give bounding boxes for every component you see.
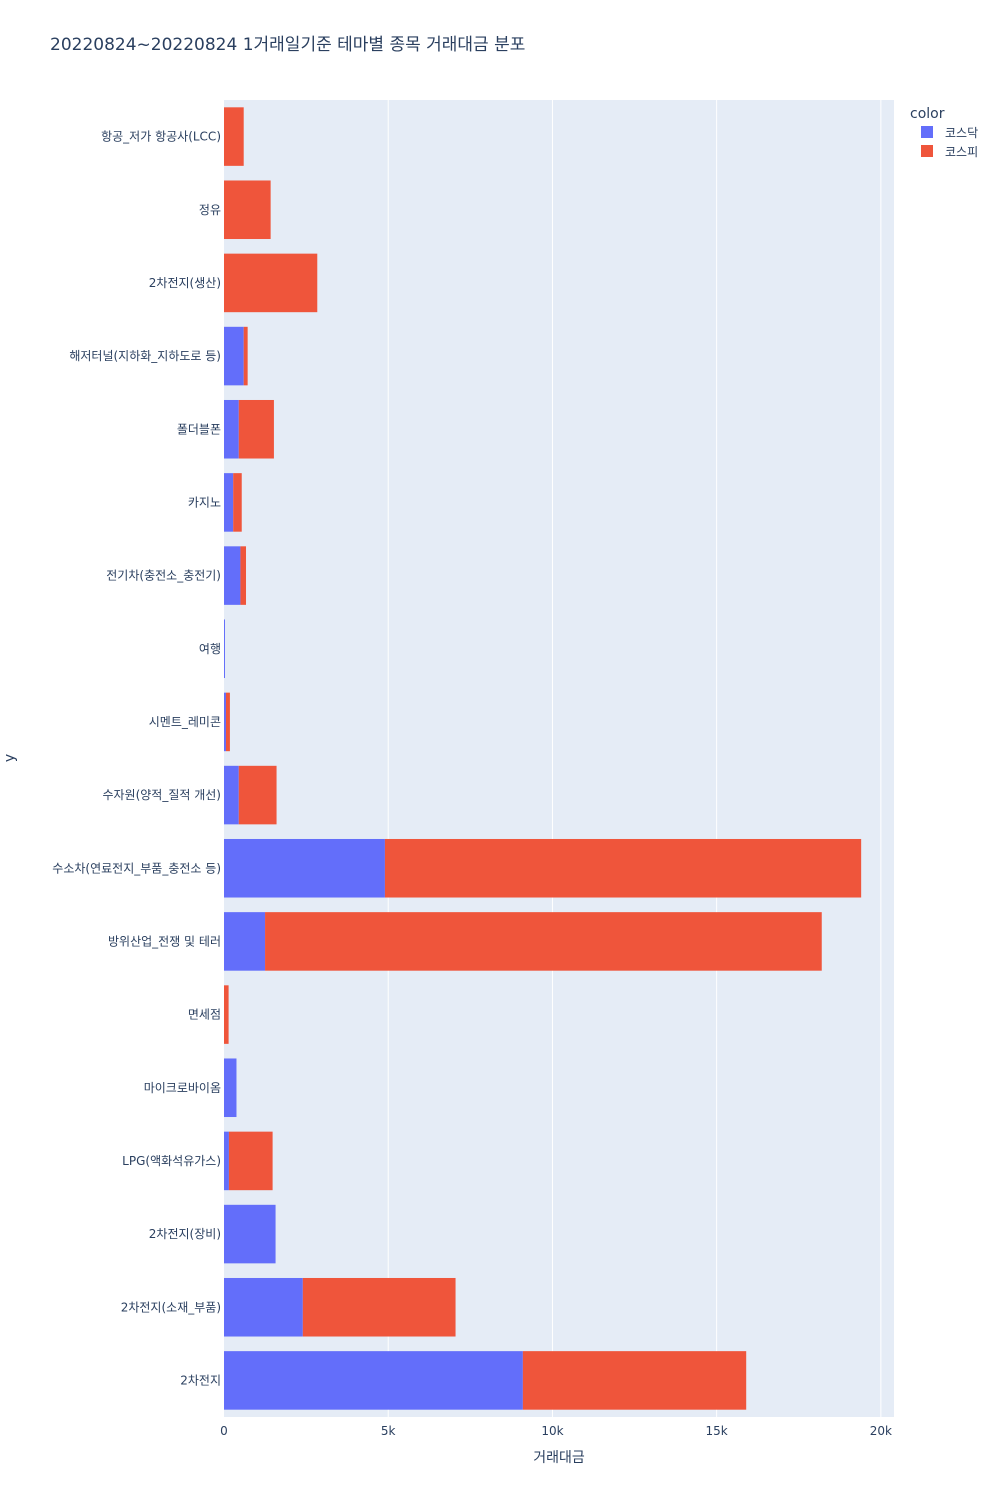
bar-kospi[interactable]	[224, 985, 229, 1044]
bar-kospi[interactable]	[302, 1277, 456, 1337]
y-tick-label: 시멘트_레미콘	[149, 715, 221, 729]
bar-kosdaq[interactable]	[224, 1351, 523, 1410]
bar-kosdaq[interactable]	[224, 1277, 303, 1337]
bar-kospi[interactable]	[228, 1131, 273, 1191]
bar-kospi[interactable]	[224, 180, 271, 240]
bar-kosdaq[interactable]	[224, 1058, 237, 1118]
y-tick-label: 2차전지(소재_부품)	[121, 1300, 221, 1314]
bars	[224, 107, 862, 1410]
y-tick-label: 수자원(양적_질적 개선)	[102, 788, 221, 802]
y-tick-label: 카지노	[188, 495, 221, 509]
y-tick-label: 전기차(충전소_충전기)	[106, 569, 221, 583]
y-tick-label: 정유	[199, 203, 221, 217]
y-tick-label: 폴더블폰	[177, 422, 221, 436]
bar-kospi[interactable]	[238, 765, 277, 825]
y-tick-label: 해저터널(지하화_지하도로 등)	[69, 349, 221, 363]
gridlines	[387, 100, 882, 1417]
bar-kospi[interactable]	[224, 253, 318, 313]
legend-title: color	[910, 106, 945, 122]
y-tick-label: 방위산업_전쟁 및 테러	[108, 934, 221, 948]
legend-swatch[interactable]	[921, 126, 933, 138]
y-tick-label: LPG(액화석유가스)	[122, 1154, 221, 1168]
chart-title: 20220824~20220824 1거래일기준 테마별 종목 거래대금 분포	[50, 35, 525, 55]
bar-kospi[interactable]	[224, 107, 244, 166]
bar-kospi[interactable]	[225, 692, 230, 752]
x-tick-labels: 0 5k 10k 15k 20k	[220, 1424, 892, 1438]
plot-background	[224, 100, 894, 1417]
bar-kosdaq[interactable]	[224, 473, 234, 532]
bar-kospi[interactable]	[233, 473, 242, 532]
bar-kosdaq[interactable]	[224, 1204, 276, 1264]
legend-label[interactable]: 코스닥	[945, 126, 978, 140]
bar-kosdaq[interactable]	[224, 765, 239, 825]
bar-kospi[interactable]	[238, 399, 274, 459]
y-tick-label: 항공_저가 항공사(LCC)	[101, 130, 221, 144]
y-axis-title: y	[2, 754, 18, 762]
bar-kosdaq[interactable]	[224, 619, 225, 679]
bar-kosdaq[interactable]	[224, 326, 244, 386]
x-axis-title: 거래대금	[533, 1450, 585, 1466]
bar-kospi[interactable]	[384, 838, 862, 898]
x-tick-label: 5k	[381, 1424, 396, 1438]
bar-kosdaq[interactable]	[224, 692, 226, 752]
x-tick-label: 15k	[706, 1424, 728, 1438]
y-tick-label: 2차전지(생산)	[149, 276, 221, 290]
x-tick-label: 10k	[541, 1424, 563, 1438]
y-tick-label: 2차전지(장비)	[149, 1227, 221, 1241]
bar-kosdaq[interactable]	[224, 399, 239, 459]
y-tick-label: 마이크로바이옴	[144, 1081, 221, 1095]
bar-kosdaq[interactable]	[224, 912, 266, 971]
x-tick-label: 20k	[870, 1424, 892, 1438]
bar-kosdaq[interactable]	[224, 546, 241, 605]
bar-kospi[interactable]	[522, 1351, 747, 1410]
bar-kospi[interactable]	[240, 546, 247, 605]
legend-label[interactable]: 코스피	[945, 145, 978, 159]
y-tick-labels: 항공_저가 항공사(LCC) 정유 2차전지(생산) 해저터널(지하화_지하도로 등)…	[52, 130, 221, 1388]
y-tick-label: 수소차(연료전지_부품_충전소 등)	[52, 861, 221, 875]
y-tick-label: 2차전지	[180, 1373, 221, 1387]
y-tick-label: 면세점	[188, 1008, 221, 1022]
bar-kospi[interactable]	[265, 912, 822, 971]
bar-kosdaq[interactable]	[224, 838, 385, 898]
legend-swatch[interactable]	[921, 145, 933, 157]
bar-kosdaq[interactable]	[224, 1131, 229, 1191]
y-tick-label: 여행	[199, 641, 221, 656]
x-tick-label: 0	[220, 1424, 228, 1438]
bar-kospi[interactable]	[243, 326, 248, 386]
